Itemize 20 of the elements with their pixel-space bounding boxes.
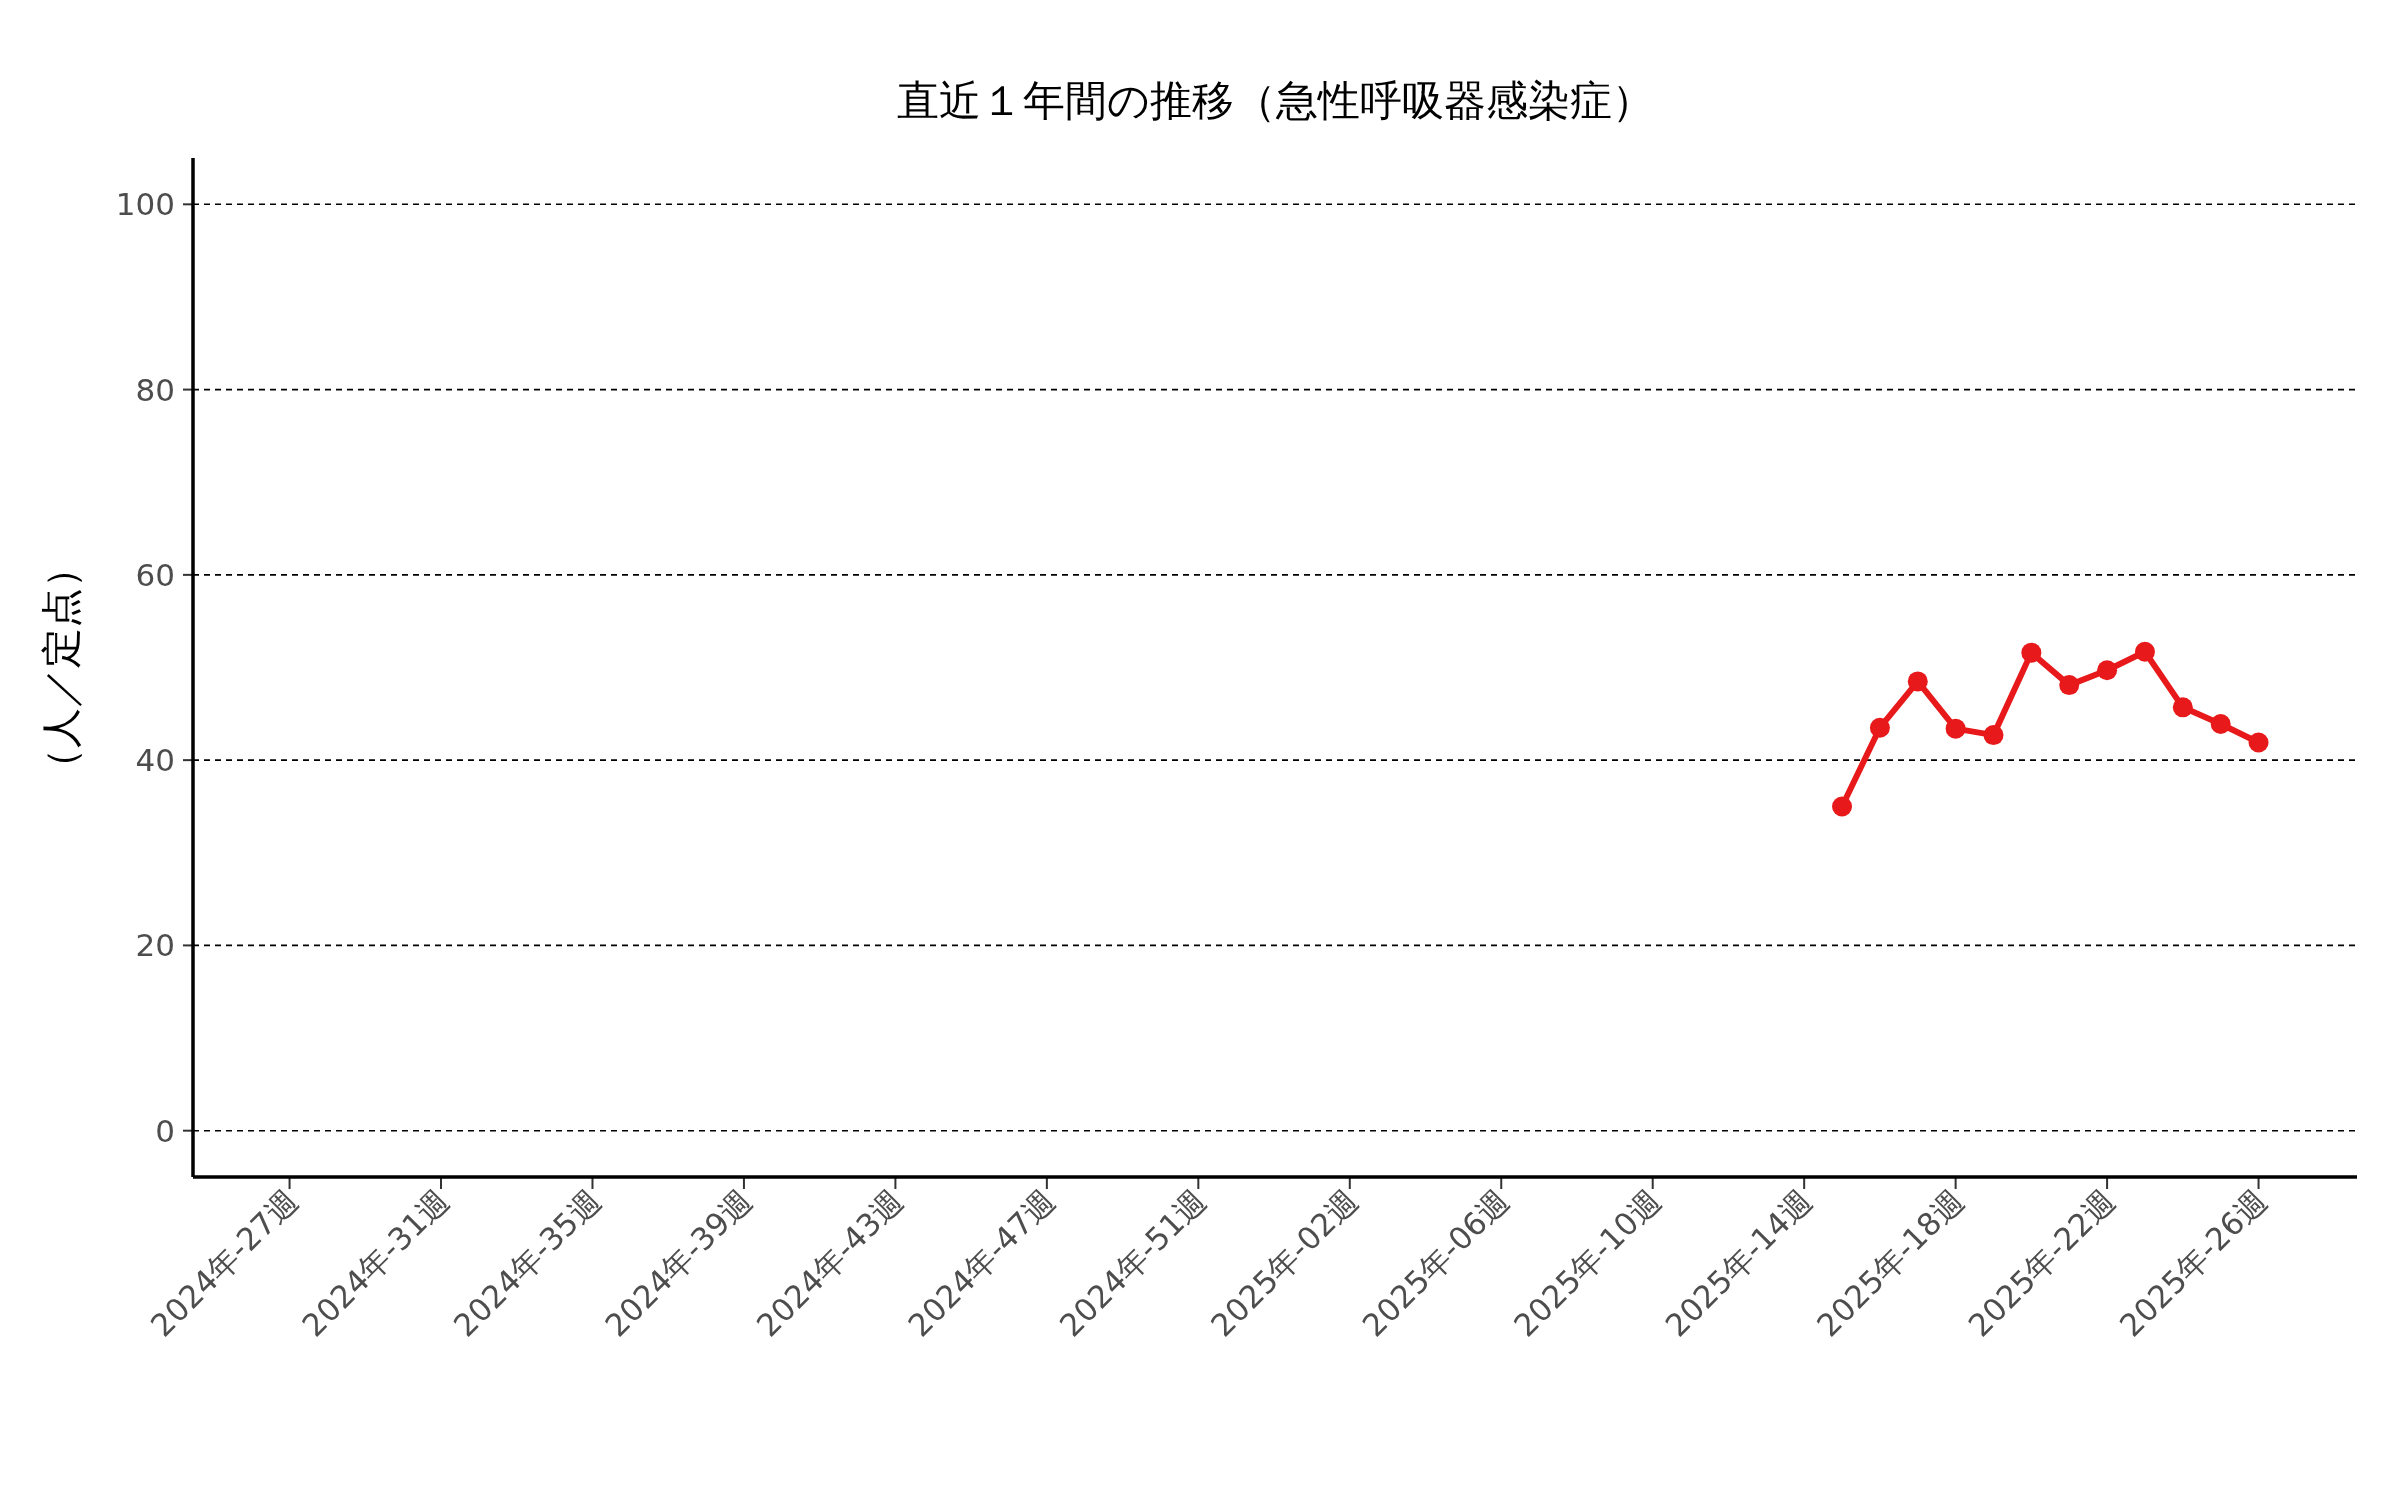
point — [1832, 796, 1853, 817]
point — [1983, 725, 2004, 746]
point — [2059, 675, 2080, 696]
point — [1945, 718, 1966, 739]
y-tick-label: 20 — [135, 927, 175, 964]
point — [1907, 671, 1928, 692]
point — [2172, 697, 2193, 718]
chart-title: 直近１年間の推移（急性呼吸器感染症） — [896, 76, 1654, 125]
y-tick-label: 60 — [135, 556, 175, 593]
point — [2248, 732, 2269, 753]
y-tick-label: 40 — [135, 742, 175, 779]
y-axis-title: （人／定点） — [38, 547, 84, 788]
point — [2021, 642, 2042, 663]
y-tick-label: 100 — [115, 186, 175, 223]
point — [2210, 714, 2231, 735]
point — [1869, 717, 1890, 738]
y-tick-label: 80 — [135, 371, 175, 408]
y-tick-label: 0 — [155, 1112, 175, 1149]
point — [2134, 641, 2155, 662]
point — [2097, 660, 2118, 681]
